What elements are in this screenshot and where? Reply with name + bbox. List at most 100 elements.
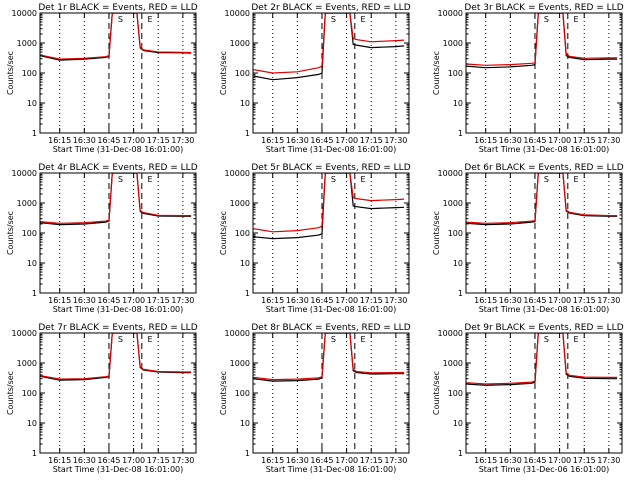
- marker-e: E: [147, 15, 152, 24]
- x-tick-label: 16:15: [261, 296, 284, 305]
- x-tick-label: 17:15: [147, 136, 170, 145]
- y-tick-label: 1: [32, 449, 37, 458]
- x-tick-label: 17:30: [384, 296, 407, 305]
- series-line-events: [466, 13, 618, 69]
- x-tick-label: 17:00: [548, 456, 571, 465]
- series-line-lld: [466, 333, 618, 385]
- x-axis-label: Start Time (31-Dec-08 16:01:00): [266, 465, 397, 474]
- x-tick-label: 16:45: [523, 296, 546, 305]
- y-axis-label: Counts/sec: [6, 211, 15, 255]
- plot-frame: [465, 332, 623, 454]
- x-tick-label: 16:30: [499, 136, 522, 145]
- x-axis-label: Start Time (31-Dec-08 16:01:00): [53, 465, 184, 474]
- y-tick-label: 10: [27, 99, 37, 108]
- x-tick-label: 16:15: [474, 456, 497, 465]
- marker-e: E: [360, 335, 365, 344]
- y-axis-label: Counts/sec: [219, 51, 228, 95]
- y-tick-label: 10000: [12, 329, 37, 338]
- series-line-lld: [40, 13, 192, 60]
- series-line-events: [40, 13, 192, 61]
- chart-title: Det 1r BLACK = Events, RED = LLD: [38, 3, 197, 13]
- y-axis-label: Counts/sec: [432, 51, 441, 95]
- y-tick-label: 100: [235, 69, 250, 78]
- y-tick-label: 100: [22, 389, 37, 398]
- x-axis-label: Start Time (31-Dec-08 16:01:00): [266, 145, 397, 154]
- series-line-lld: [466, 13, 618, 66]
- x-tick-label: 17:00: [548, 296, 571, 305]
- marker-s: S: [118, 335, 123, 344]
- plot-frame: [39, 332, 197, 454]
- series-group: [253, 13, 405, 81]
- plot-frame: [39, 172, 197, 294]
- x-axis-label: Start Time (31-Dec-08 16:01:00): [53, 305, 184, 314]
- y-tick-label: 10000: [225, 329, 250, 338]
- y-tick-label: 1000: [443, 39, 463, 48]
- y-tick-label: 10000: [12, 169, 37, 178]
- x-tick-label: 17:00: [122, 456, 145, 465]
- x-tick-label: 17:15: [147, 456, 170, 465]
- chart-panel-4: Det 4r BLACK = Events, RED = LLD S E 1 10 100…: [6, 163, 198, 314]
- chart-panel-6: Det 6r BLACK = Events, RED = LLD S E 1 10 100…: [432, 163, 624, 314]
- x-tick-label: 16:30: [73, 456, 96, 465]
- y-tick-label: 10: [453, 99, 463, 108]
- y-tick-label: 10: [453, 259, 463, 268]
- plot-frame: [465, 172, 623, 294]
- chart-title: Det 2r BLACK = Events, RED = LLD: [251, 3, 410, 13]
- y-tick-label: 100: [22, 229, 37, 238]
- x-tick-label: 17:30: [597, 136, 620, 145]
- chart-panel-5: Det 5r BLACK = Events, RED = LLD S E 1 10 100…: [219, 163, 411, 314]
- series-line-events: [40, 333, 192, 381]
- chart-panel-7: Det 7r BLACK = Events, RED = LLD S E 1 10 100…: [6, 323, 198, 474]
- y-tick-label: 10: [240, 259, 250, 268]
- series-line-lld: [40, 173, 192, 224]
- x-tick-label: 17:15: [360, 456, 383, 465]
- y-tick-label: 100: [235, 229, 250, 238]
- y-axis-label: Counts/sec: [6, 51, 15, 95]
- series-line-lld: [253, 173, 405, 233]
- series-group: [253, 173, 405, 240]
- series-line-events: [40, 173, 192, 226]
- x-tick-label: 17:30: [171, 136, 194, 145]
- marker-s: S: [544, 335, 549, 344]
- y-tick-label: 100: [22, 69, 37, 78]
- marker-s: S: [118, 175, 123, 184]
- y-tick-label: 10000: [438, 9, 463, 18]
- x-tick-label: 16:15: [48, 136, 71, 145]
- x-tick-label: 16:45: [97, 136, 120, 145]
- x-tick-label: 17:30: [597, 296, 620, 305]
- chart-title: Det 4r BLACK = Events, RED = LLD: [38, 163, 197, 173]
- x-tick-label: 16:30: [73, 296, 96, 305]
- x-tick-label: 16:45: [310, 136, 333, 145]
- chart-title: Det 6r BLACK = Events, RED = LLD: [464, 163, 623, 173]
- series-line-lld: [40, 333, 192, 380]
- x-tick-label: 17:30: [171, 456, 194, 465]
- series-group: [466, 13, 618, 69]
- x-tick-label: 17:00: [548, 136, 571, 145]
- y-tick-label: 10: [240, 99, 250, 108]
- x-tick-label: 16:30: [286, 136, 309, 145]
- series-line-lld: [466, 173, 618, 224]
- x-tick-label: 16:15: [261, 456, 284, 465]
- y-tick-label: 10: [453, 419, 463, 428]
- x-tick-label: 16:45: [97, 456, 120, 465]
- marker-e: E: [147, 335, 152, 344]
- y-tick-label: 1000: [443, 359, 463, 368]
- series-line-events: [466, 173, 618, 226]
- y-tick-label: 1: [32, 129, 37, 138]
- y-tick-label: 1000: [443, 199, 463, 208]
- x-tick-label: 17:00: [335, 296, 358, 305]
- y-tick-label: 100: [448, 389, 463, 398]
- x-tick-label: 17:15: [147, 296, 170, 305]
- plot-frame: [39, 12, 197, 134]
- x-axis-label: Start Time (31-Dec-06 16:01:00): [479, 465, 610, 474]
- x-axis-label: Start Time (31-Dec-08 16:01:00): [479, 145, 610, 154]
- marker-s: S: [331, 15, 336, 24]
- x-tick-label: 17:30: [597, 456, 620, 465]
- marker-e: E: [360, 15, 365, 24]
- plot-frame: [465, 12, 623, 134]
- y-tick-label: 1: [245, 449, 250, 458]
- x-tick-label: 16:45: [310, 296, 333, 305]
- x-tick-label: 17:15: [360, 296, 383, 305]
- x-tick-label: 16:30: [286, 456, 309, 465]
- marker-e: E: [573, 175, 578, 184]
